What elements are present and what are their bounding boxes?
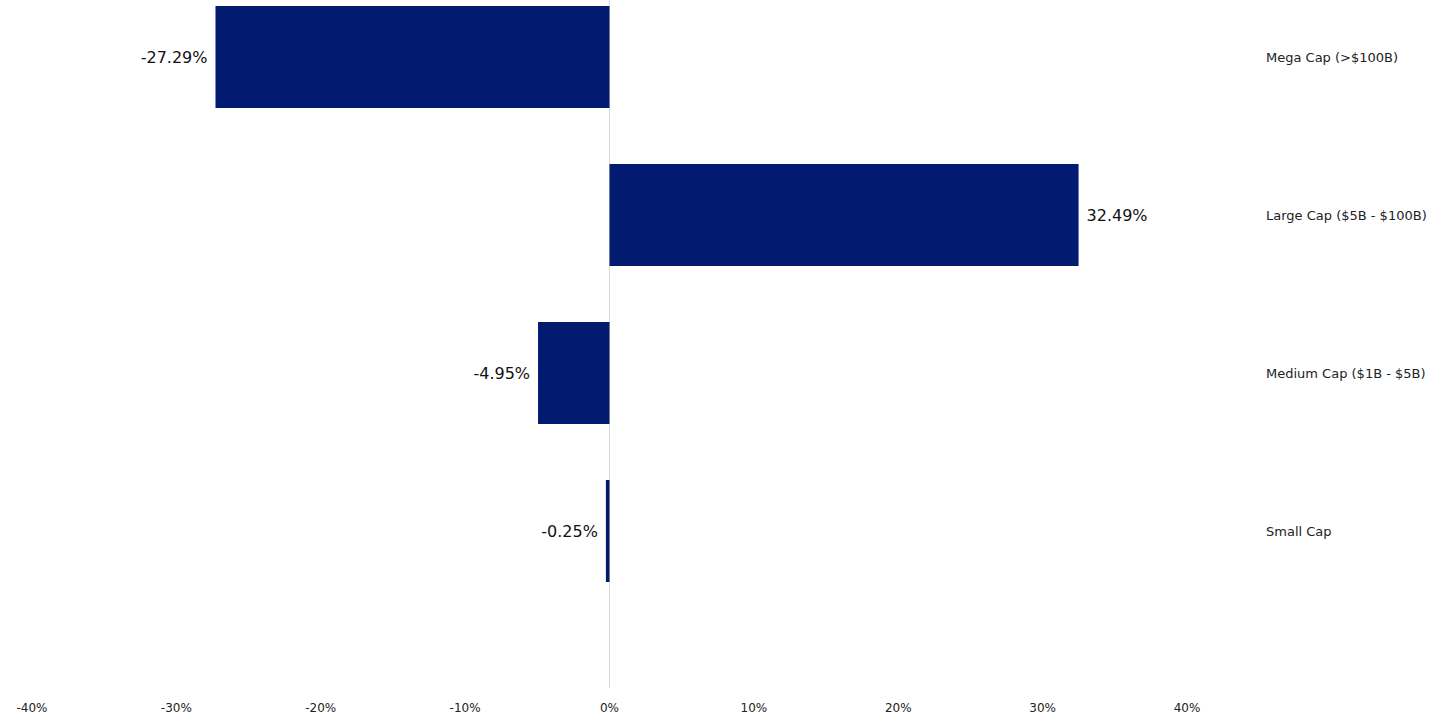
data-label: 32.49% — [1087, 206, 1148, 225]
chart: -40% -30% -20% -10% 0% 10% 20% 30% 40% -27.29% Meg… — [0, 0, 1436, 722]
bar — [216, 6, 610, 108]
tick-label: 0% — [600, 701, 619, 715]
category-label: Mega Cap (>$100B) — [1266, 50, 1398, 65]
bar — [610, 164, 1079, 266]
data-label: -0.25% — [541, 522, 598, 541]
tick-label: -10% — [450, 701, 481, 715]
tick-label: 30% — [1029, 701, 1056, 715]
tick-label: -20% — [305, 701, 336, 715]
tick-label: -30% — [161, 701, 192, 715]
category-label: Large Cap ($5B - $100B) — [1266, 208, 1427, 223]
bar — [538, 322, 609, 424]
tick-label: 10% — [741, 701, 768, 715]
category-label: Medium Cap ($1B - $5B) — [1266, 366, 1426, 381]
bars — [216, 6, 1079, 582]
data-label: -27.29% — [141, 48, 208, 67]
tick-label: 20% — [885, 701, 912, 715]
bar — [606, 480, 610, 582]
tick-label: -40% — [16, 701, 47, 715]
data-label: -4.95% — [473, 364, 530, 383]
category-label: Small Cap — [1266, 524, 1332, 539]
tick-label: 40% — [1174, 701, 1201, 715]
